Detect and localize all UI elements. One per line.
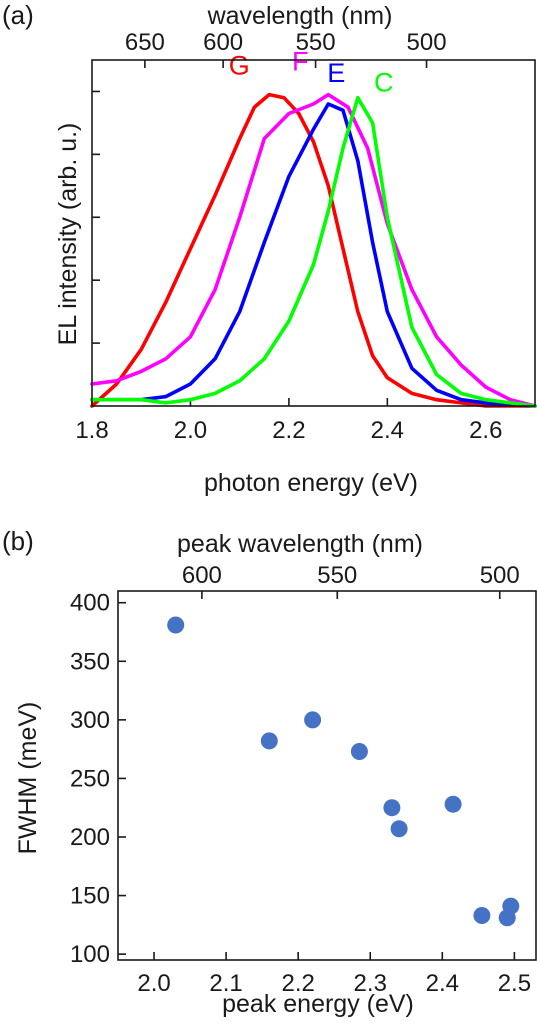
panel-b-y-tick-label: 400 xyxy=(70,590,110,617)
panel-b-data-point xyxy=(304,711,322,729)
panel-b: (b) peak wavelength (nm) peak energy (eV… xyxy=(2,526,537,1018)
panel-b-top-tick-label: 500 xyxy=(480,562,520,589)
panel-a-curve-e xyxy=(90,102,537,408)
panel-b-data-point xyxy=(390,820,408,838)
panel-b-x-tick-label: 2.0 xyxy=(137,970,170,997)
panel-a-top-axis-title: wavelength (nm) xyxy=(207,2,393,30)
panel-b-x-tick-label: 2.2 xyxy=(281,970,314,997)
panel-a-x-tick-label: 2.2 xyxy=(272,417,305,444)
panel-a-x-tick-label: 2.6 xyxy=(469,417,502,444)
panel-b-y-tick-label: 350 xyxy=(70,648,110,675)
panel-a-x-tick-label: 2.0 xyxy=(174,417,207,444)
panel-b-frame xyxy=(117,590,537,961)
panel-a-y-axis-title: EL intensity (arb. u.) xyxy=(54,123,82,346)
panel-b-data-point xyxy=(260,732,278,750)
panel-a-ticks: 1.8 2.0 2.2 2.4 2.6 650 600 550 500 xyxy=(75,29,502,444)
panel-a-top-tick-label: 550 xyxy=(296,29,336,56)
panel-a-x-axis-title: photon energy (eV) xyxy=(204,469,418,497)
panel-b-x-tick-label: 2.1 xyxy=(209,970,242,997)
panel-a-series-label-f: F xyxy=(292,47,309,77)
panel-a-top-tick-label: 600 xyxy=(203,29,243,56)
panel-b-x-tick-label: 2.3 xyxy=(354,970,387,997)
panel-a-top-tick-label: 500 xyxy=(407,29,447,56)
panel-b-data-point xyxy=(502,897,520,915)
panel-b-top-tick-label: 550 xyxy=(317,562,357,589)
panel-a-curve-f xyxy=(90,92,537,408)
panel-b-x-tick-label: 2.5 xyxy=(498,970,531,997)
panel-b-y-tick-label: 250 xyxy=(70,765,110,792)
panel-b-x-tick-label: 2.4 xyxy=(426,970,459,997)
panel-a-label: (a) xyxy=(2,0,34,30)
panel-b-y-axis-title: FWHM (meV) xyxy=(14,702,42,855)
panel-b-x-axis-title: peak energy (eV) xyxy=(222,990,414,1018)
panel-a-top-tick-label: 650 xyxy=(125,29,165,56)
panel-b-y-tick-label: 200 xyxy=(70,824,110,851)
panel-b-label: (b) xyxy=(2,526,34,556)
panel-b-points xyxy=(167,616,520,927)
panel-a-curve-g xyxy=(90,92,537,408)
panel-a-x-tick-label: 1.8 xyxy=(75,417,108,444)
panel-a-series-label-c: C xyxy=(374,68,394,98)
panel-a-frame xyxy=(91,59,536,407)
panel-a-curves xyxy=(90,92,537,408)
panel-b-ticks: 2.0 2.1 2.2 2.3 2.4 2.5 100 150 200 250 300 350 400 6… xyxy=(70,562,531,997)
panel-b-y-tick-label: 150 xyxy=(70,883,110,910)
panel-b-data-point xyxy=(167,616,185,634)
panel-b-y-tick-label: 300 xyxy=(70,707,110,734)
panel-b-data-point xyxy=(444,795,462,813)
panel-a-series-label-e: E xyxy=(327,58,345,88)
panel-b-data-point xyxy=(383,799,401,817)
panel-a-x-tick-label: 2.4 xyxy=(371,417,404,444)
panel-b-y-tick-label: 100 xyxy=(70,941,110,968)
panel-a: (a) wavelength (nm) photon energy (eV) E… xyxy=(2,0,537,497)
panel-a-curve-c xyxy=(90,95,537,408)
panel-b-top-tick-label: 600 xyxy=(182,562,222,589)
panel-b-data-point xyxy=(350,743,368,760)
panel-a-series-label-g: G xyxy=(229,51,250,81)
panel-b-top-axis-title: peak wavelength (nm) xyxy=(177,530,423,558)
panel-b-data-point xyxy=(473,907,491,924)
